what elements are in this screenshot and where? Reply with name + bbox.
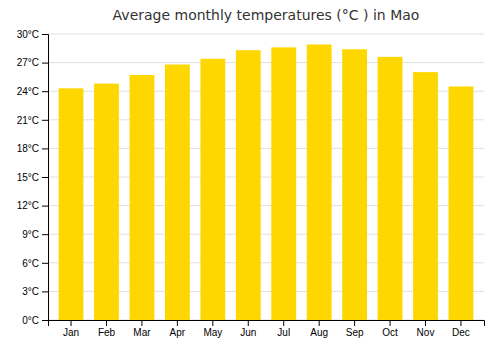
bar: [378, 57, 403, 320]
tick-mark: [460, 320, 461, 326]
tick-mark: [177, 320, 178, 326]
tick: Nov: [417, 320, 435, 338]
tick-label: 24°C: [17, 86, 39, 97]
bar: [94, 84, 119, 320]
tick-mark: [425, 320, 426, 326]
tick: 30°C: [17, 29, 48, 40]
tick: 27°C: [17, 57, 48, 68]
tick: Mar: [133, 320, 151, 338]
tick: Aug: [310, 320, 328, 338]
tick: 15°C: [17, 172, 48, 183]
tick-label: Mar: [133, 327, 151, 338]
x-axis: Jan Feb Mar Apr May Jun Jul Aug Sep Oct Nov Dec: [49, 320, 485, 338]
tick-label: Sep: [346, 327, 364, 338]
title: Average monthly temperatures (°C ) in Ma…: [113, 7, 420, 23]
tick-label: 9°C: [22, 229, 39, 240]
tick-label: Aug: [310, 327, 328, 338]
axis-line: [49, 321, 485, 327]
tick: May: [203, 320, 222, 338]
tick-label: Dec: [452, 327, 470, 338]
bar: [236, 50, 261, 320]
tick-label: Jun: [240, 327, 256, 338]
tick-label: Oct: [382, 327, 398, 338]
tick-label: Apr: [170, 327, 186, 338]
tick-label: 3°C: [22, 286, 39, 297]
y-axis: 0°C 3°C 6°C 9°C 12°C 15°C 18°C 21°C 24°C 27°C 30°C: [17, 29, 49, 326]
bar: [271, 47, 296, 320]
tick-label: Nov: [417, 327, 435, 338]
bar: [59, 88, 84, 320]
grid-line: [48, 34, 484, 35]
tick: 0°C: [22, 315, 48, 326]
tick-mark: [42, 34, 48, 35]
tick-mark: [42, 234, 48, 235]
tick-mark: [42, 291, 48, 292]
tick: 24°C: [17, 86, 48, 97]
tick-label: 12°C: [17, 200, 39, 211]
bar: [307, 44, 332, 320]
tick-mark: [106, 320, 107, 326]
plot: 0°C 3°C 6°C 9°C 12°C 15°C 18°C 21°C 24°C 27°C 30°C…: [17, 29, 485, 338]
tick: 9°C: [22, 229, 48, 240]
tick-label: Feb: [98, 327, 116, 338]
tick: 12°C: [17, 200, 48, 211]
tick: Jun: [240, 320, 256, 338]
tick-mark: [71, 320, 72, 326]
tick-mark: [42, 148, 48, 149]
grid-line: [48, 62, 484, 63]
tick: Oct: [382, 320, 398, 338]
tick-label: Jan: [63, 327, 79, 338]
tick-mark: [42, 177, 48, 178]
bar: [449, 86, 474, 320]
axis-line: [42, 35, 49, 321]
tick-label: 0°C: [22, 315, 39, 326]
tick: Feb: [98, 320, 116, 338]
tick-mark: [141, 320, 142, 326]
tick-mark: [42, 120, 48, 121]
tick-label: May: [203, 327, 222, 338]
bar: [200, 59, 225, 320]
tick: 3°C: [22, 286, 48, 297]
bar: [165, 65, 190, 320]
bars: [59, 44, 474, 320]
tick-label: 30°C: [17, 29, 39, 40]
tick-mark: [390, 320, 391, 326]
tick-mark: [42, 91, 48, 92]
chart: 0°C 3°C 6°C 9°C 12°C 15°C 18°C 21°C 24°C 27°C 30°C…: [0, 0, 500, 350]
tick-mark: [42, 263, 48, 264]
tick-mark: [42, 320, 48, 321]
tick: Jul: [277, 320, 290, 338]
tick: Apr: [170, 320, 186, 338]
tick: 6°C: [22, 258, 48, 269]
bar: [413, 72, 438, 320]
tick-mark: [42, 206, 48, 207]
tick-label: 21°C: [17, 115, 39, 126]
tick-mark: [248, 320, 249, 326]
tick: 21°C: [17, 115, 48, 126]
grid: [48, 34, 484, 320]
tick-mark: [283, 320, 284, 326]
tick: Dec: [452, 320, 470, 338]
tick-mark: [42, 63, 48, 64]
tick-mark: [319, 320, 320, 326]
tick-label: 18°C: [17, 143, 39, 154]
bar: [130, 75, 155, 320]
tick-mark: [354, 320, 355, 326]
tick-label: Jul: [277, 327, 290, 338]
tick-label: 6°C: [22, 258, 39, 269]
tick: Sep: [346, 320, 364, 338]
tick-label: 27°C: [17, 57, 39, 68]
tick-label: 15°C: [17, 172, 39, 183]
tick-mark: [212, 320, 213, 326]
tick: Jan: [63, 320, 79, 338]
tick: 18°C: [17, 143, 48, 154]
bar: [342, 49, 367, 320]
